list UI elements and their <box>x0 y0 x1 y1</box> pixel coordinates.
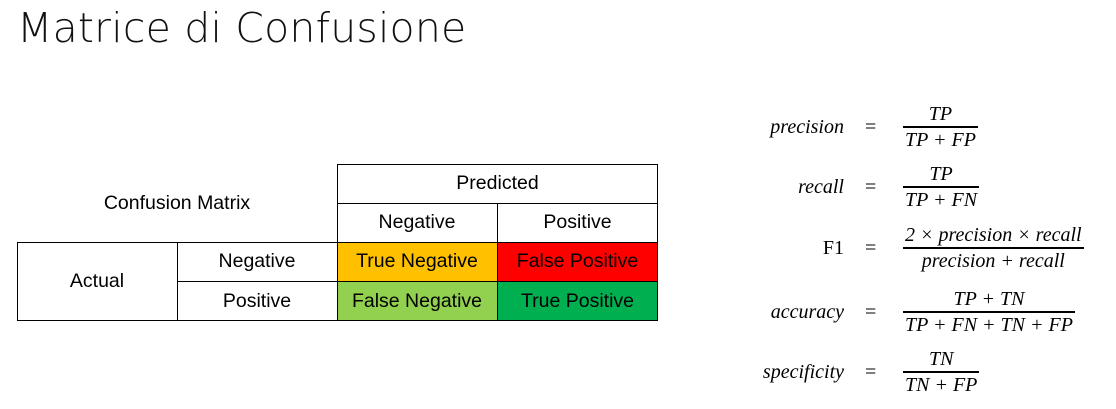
fraction-bar <box>903 311 1075 313</box>
cell-false-positive: False Positive <box>497 242 658 281</box>
actual-negative-header: Negative <box>218 250 296 272</box>
numerator: TN <box>928 348 954 371</box>
formula-f1: F1 = 2 × precision × recall precision + … <box>740 218 1116 278</box>
fraction: TP TP + FP <box>903 97 978 157</box>
formula-name: specificity <box>762 360 844 383</box>
equals-sign: = <box>865 236 877 259</box>
table-line <box>657 164 658 321</box>
table-line <box>177 281 658 282</box>
fraction-bar <box>903 186 980 188</box>
equals-sign: = <box>865 175 877 198</box>
slide-title: Matrice di Confusione <box>17 4 467 52</box>
denominator: TP + FN + TN + FP <box>905 313 1073 336</box>
numerator: TP <box>929 163 953 186</box>
cell-true-positive: True Positive <box>497 281 658 321</box>
predicted-positive-header: Positive <box>543 211 612 233</box>
cell-true-negative: True Negative <box>337 242 497 281</box>
corner-label: Confusion Matrix <box>103 191 251 214</box>
equals-sign: = <box>865 115 877 138</box>
denominator: precision + recall <box>921 249 1065 272</box>
fraction: TP TP + FN <box>903 157 980 217</box>
table-line <box>177 242 178 321</box>
table-line <box>337 164 338 321</box>
table-line <box>17 242 18 321</box>
equals-sign: = <box>865 360 877 383</box>
numerator: TP <box>928 103 953 126</box>
denominator: TP + FP <box>905 128 976 151</box>
fraction-bar <box>903 126 978 128</box>
denominator: TP + FN <box>905 188 978 211</box>
numerator: 2 × precision × recall <box>905 224 1082 247</box>
actual-positive-header: Positive <box>222 289 292 312</box>
equals-sign: = <box>865 300 877 323</box>
formula-name: precision <box>770 115 844 138</box>
table-line <box>497 203 498 321</box>
predicted-negative-header: Negative <box>378 211 456 233</box>
formula-precision: precision = TP TP + FP <box>740 97 1116 157</box>
fraction-bar <box>903 371 980 373</box>
fraction: TN TN + FP <box>903 342 980 402</box>
numerator: TP + TN <box>953 288 1025 311</box>
formula-name: F1 <box>822 236 844 259</box>
fraction-bar <box>903 247 1084 249</box>
actual-header: Actual <box>69 270 125 292</box>
metric-formulas: precision = TP TP + FP recall = TP TP + … <box>740 96 1116 409</box>
formula-recall: recall = TP TP + FN <box>740 157 1116 217</box>
formula-accuracy: accuracy = TP + TN TP + FN + TN + FP <box>740 282 1116 342</box>
cell-false-negative: False Negative <box>337 281 497 321</box>
fraction: 2 × precision × recall precision + recal… <box>903 218 1084 278</box>
formula-name: recall <box>798 175 844 198</box>
confusion-matrix-table: True Negative False Positive False Negat… <box>17 164 658 321</box>
fraction: TP + TN TP + FN + TN + FP <box>903 282 1075 342</box>
denominator: TN + FP <box>905 373 978 396</box>
predicted-header: Predicted <box>456 172 539 194</box>
formula-specificity: specificity = TN TN + FP <box>740 342 1116 402</box>
formula-name: accuracy <box>770 300 844 323</box>
table-line <box>337 164 658 165</box>
